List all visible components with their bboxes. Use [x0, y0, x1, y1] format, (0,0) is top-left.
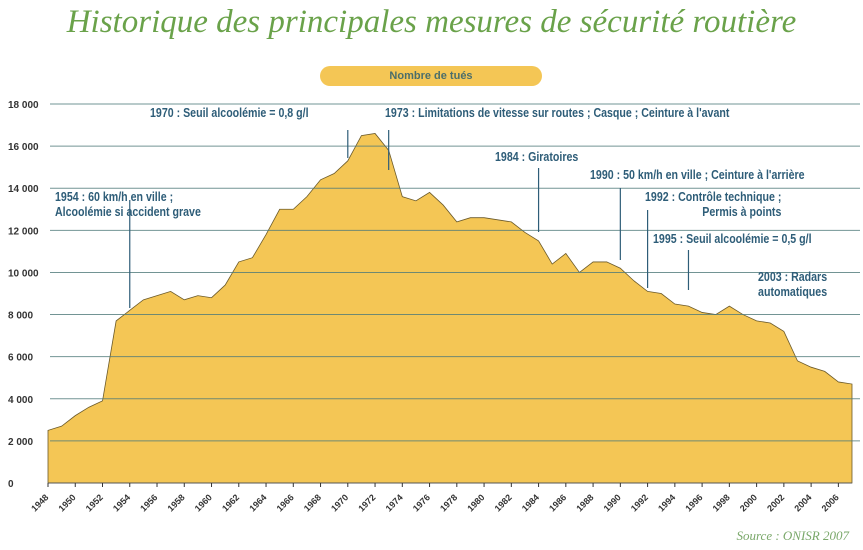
annotation-text: Alcoolémie si accident grave [55, 205, 201, 219]
x-tick-label: 1970 [329, 492, 350, 513]
annotation-text: 1990 : 50 km/h en ville ; Ceinture à l'a… [590, 168, 805, 182]
x-tick-label: 1982 [493, 492, 514, 513]
y-tick-label: 2 000 [8, 437, 33, 448]
x-tick-label: 1948 [29, 492, 50, 513]
y-tick-label: 10 000 [8, 268, 39, 279]
x-tick-label: 1976 [411, 492, 432, 513]
x-tick-label: 1958 [166, 492, 187, 513]
annotation-text: 2003 : Radars [758, 270, 828, 284]
x-tick-label: 1996 [683, 492, 704, 513]
y-tick-label: 8 000 [8, 311, 33, 322]
x-tick-label: 1968 [302, 492, 323, 513]
y-tick-label: 12 000 [8, 226, 39, 237]
x-tick-label: 1972 [356, 492, 377, 513]
x-tick-label: 2000 [738, 492, 759, 513]
annotation-1990: 1990 : 50 km/h en ville ; Ceinture à l'a… [590, 168, 805, 183]
annotation-text: Permis à points [702, 205, 782, 219]
y-tick-label: 0 [8, 479, 14, 490]
x-tick-label: 1954 [111, 492, 132, 513]
annotation-text: 1995 : Seuil alcoolémie = 0,5 g/l [653, 232, 812, 246]
legend-series-label: Nombre de tués [320, 66, 542, 86]
annotation-1970: 1970 : Seuil alcoolémie = 0,8 g/l [150, 106, 309, 121]
annotation-text: 1954 : 60 km/h en ville ; [55, 190, 174, 204]
chart-title: Historique des principales mesures de sé… [66, 4, 797, 40]
x-tick-label: 1952 [84, 492, 105, 513]
x-tick-label: 2002 [765, 492, 786, 513]
y-tick-label: 6 000 [8, 353, 33, 364]
annotation-1973: 1973 : Limitations de vitesse sur routes… [385, 106, 729, 121]
x-tick-label: 1988 [574, 492, 595, 513]
y-tick-label: 4 000 [8, 395, 33, 406]
y-tick-label: 16 000 [8, 142, 39, 153]
x-tick-label: 1962 [220, 492, 241, 513]
area-series [47, 133, 853, 484]
annotation-1995: 1995 : Seuil alcoolémie = 0,5 g/l [653, 232, 812, 247]
x-tick-label: 1950 [57, 492, 78, 513]
source-note: Source : ONISR 2007 [736, 528, 849, 543]
x-tick-label: 1964 [247, 492, 268, 513]
x-tick-label: 2004 [792, 492, 813, 513]
x-tick-label: 1978 [438, 492, 459, 513]
annotation-1992: 1992 : Contrôle technique ; Permis à poin… [645, 190, 781, 220]
x-tick-label: 1998 [711, 492, 732, 513]
x-tick-label: 1960 [193, 492, 214, 513]
x-tick-label: 2006 [820, 492, 841, 513]
annotation-text: 1970 : Seuil alcoolémie = 0,8 g/l [150, 106, 309, 120]
y-tick-label: 18 000 [8, 100, 39, 111]
annotation-1954: 1954 : 60 km/h en ville ; Alcoolémie si a… [55, 190, 201, 220]
x-tick-label: 1994 [656, 492, 677, 513]
x-tick-label: 1986 [547, 492, 568, 513]
x-tick-label: 1992 [629, 492, 650, 513]
annotation-2003: 2003 : Radars automatiques [758, 270, 827, 300]
x-tick-label: 1990 [602, 492, 623, 513]
annotation-text: automatiques [758, 285, 828, 299]
x-tick-label: 1966 [275, 492, 296, 513]
y-tick-label: 14 000 [8, 184, 39, 195]
annotation-text: 1992 : Contrôle technique ; [645, 190, 782, 204]
annotation-text: 1973 : Limitations de vitesse sur routes… [385, 106, 730, 120]
x-tick-label: 1984 [520, 492, 541, 513]
x-tick-label: 1980 [465, 492, 486, 513]
x-tick-label: 1974 [384, 492, 405, 513]
annotation-1984: 1984 : Giratoires [495, 150, 578, 165]
x-tick-label: 1956 [138, 492, 159, 513]
annotation-text: 1984 : Giratoires [495, 150, 579, 164]
